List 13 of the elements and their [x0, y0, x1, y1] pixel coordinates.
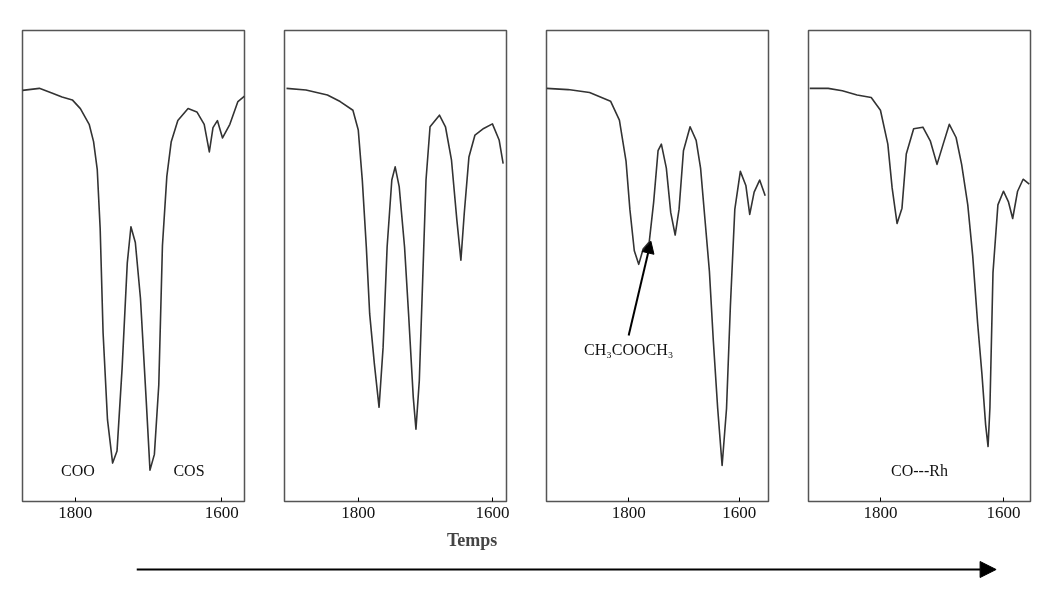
x-tick-label: 1800: [58, 502, 93, 522]
annotation: CH₃COOCH₃: [583, 341, 674, 359]
x-tick-label: 1800: [611, 502, 646, 522]
annotation: COO: [61, 462, 95, 480]
x-tick-label: 1600: [722, 502, 757, 522]
x-axis-title: Temps: [446, 530, 498, 551]
x-tick-label: 1600: [475, 502, 510, 522]
annotation: CO---Rh: [891, 462, 948, 480]
x-tick-label: 1600: [204, 502, 239, 522]
x-tick-label: 1600: [986, 502, 1021, 522]
x-tick-label: 1800: [863, 502, 898, 522]
x-tick-label: 1800: [341, 502, 376, 522]
annotation: COS: [173, 462, 205, 480]
